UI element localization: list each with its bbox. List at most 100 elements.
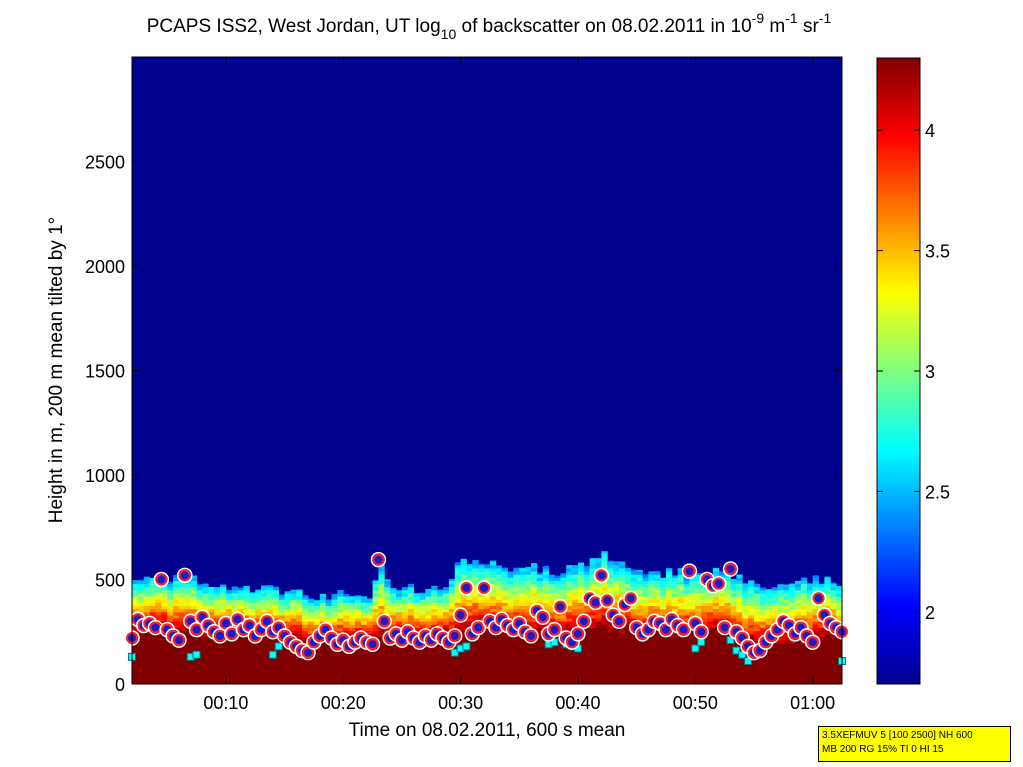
heatmap-cell <box>143 640 151 644</box>
heatmap-cell <box>595 658 602 663</box>
heatmap-cell <box>378 596 385 600</box>
heatmap-cell <box>536 674 544 679</box>
heatmap-cell <box>243 599 250 603</box>
heatmap-cell <box>384 646 391 650</box>
heatmap-cell <box>372 618 379 622</box>
heatmap-cell <box>214 596 221 600</box>
heatmap-cell <box>360 605 368 610</box>
heatmap-cell <box>313 658 321 663</box>
heatmap-cell <box>208 615 215 619</box>
heatmap-cell <box>818 621 825 625</box>
heatmap-cell <box>660 596 667 600</box>
heatmap-cell <box>812 652 819 657</box>
heatmap-cell <box>354 615 362 619</box>
heatmap-cell <box>548 680 555 685</box>
heatmap-cell <box>712 633 720 638</box>
heatmap-cell <box>249 611 256 616</box>
heatmap-cell <box>806 621 814 625</box>
heatmap-cell <box>624 677 632 682</box>
heatmap-cell <box>255 662 262 666</box>
heatmap-cell <box>396 608 403 613</box>
heatmap-cell <box>689 602 696 607</box>
heatmap-cell <box>137 608 145 613</box>
heatmap-cell <box>278 652 285 657</box>
heatmap-cell <box>589 630 596 635</box>
heatmap-cell <box>266 658 274 663</box>
heatmap-cell <box>795 596 802 600</box>
heatmap-cell <box>143 580 151 585</box>
heatmap-cell <box>836 611 843 616</box>
heatmap-cell <box>155 633 162 638</box>
heatmap-cell <box>624 571 632 575</box>
series-circle-point <box>812 592 825 605</box>
heatmap-cell <box>378 577 385 581</box>
heatmap-cell <box>231 646 239 650</box>
colorbar-tick-label: 2 <box>925 603 935 623</box>
heatmap-cell <box>677 655 684 660</box>
heatmap-cell <box>137 665 145 669</box>
heatmap-cell <box>748 665 755 669</box>
heatmap-cell <box>208 674 215 679</box>
heatmap-cell <box>624 668 632 672</box>
heatmap-cell <box>695 668 702 672</box>
heatmap-cell <box>331 624 338 628</box>
heatmap-cell <box>132 674 139 679</box>
heatmap-cell <box>525 605 532 610</box>
heatmap-cell <box>466 640 473 644</box>
heatmap-cell <box>290 593 297 597</box>
heatmap-cell <box>261 589 268 594</box>
heatmap-cell <box>712 567 720 569</box>
heatmap-cell <box>454 580 461 585</box>
heatmap-cell <box>577 571 585 575</box>
heatmap-cell <box>472 602 479 607</box>
heatmap-cell <box>290 658 297 663</box>
heatmap-cell <box>619 583 626 588</box>
heatmap-cell <box>448 605 456 610</box>
heatmap-cell <box>718 668 726 672</box>
heatmap-cell <box>736 611 743 616</box>
heatmap-cell <box>812 605 819 610</box>
heatmap-cell <box>366 608 373 613</box>
heatmap-cell <box>712 624 720 628</box>
heatmap-cell <box>419 615 426 619</box>
heatmap-cell <box>660 646 667 650</box>
heatmap-cell <box>489 608 497 613</box>
heatmap-cell <box>601 655 608 660</box>
heatmap-cell <box>795 649 802 654</box>
heatmap-cell <box>830 646 837 650</box>
series-circle-halo <box>711 575 727 592</box>
heatmap-cell <box>437 605 444 610</box>
heatmap-cell <box>143 665 151 669</box>
heatmap-cell <box>542 658 550 663</box>
heatmap-cell <box>489 655 497 660</box>
heatmap-cell <box>313 662 321 666</box>
heatmap-cell <box>290 589 297 594</box>
heatmap-cell <box>636 671 643 675</box>
heatmap-cell <box>654 630 661 635</box>
heatmap-cell <box>466 680 473 685</box>
heatmap-cell <box>184 671 192 675</box>
heatmap-cell <box>683 652 690 657</box>
heatmap-cell <box>654 605 661 610</box>
heatmap-cell <box>777 646 784 650</box>
heatmap-cell <box>137 599 145 603</box>
heatmap-cell <box>783 662 790 666</box>
heatmap-cell <box>613 564 620 569</box>
heatmap-cell <box>143 596 151 600</box>
heatmap-cell <box>478 618 485 622</box>
heatmap-cell <box>401 646 409 650</box>
heatmap-cell <box>748 605 755 610</box>
heatmap-cell <box>266 668 274 672</box>
heatmap-cell <box>548 662 555 666</box>
heatmap-cell <box>542 671 550 675</box>
heatmap-cell <box>396 621 403 625</box>
heatmap-cell <box>554 615 561 619</box>
heatmap-cell <box>425 658 432 663</box>
heatmap-cell <box>372 596 379 600</box>
heatmap-cell <box>619 571 626 575</box>
heatmap-cell <box>601 652 608 657</box>
heatmap-cell <box>818 605 825 610</box>
heatmap-cell <box>284 599 291 603</box>
heatmap-cell <box>501 674 508 679</box>
heatmap-cell <box>220 649 227 654</box>
